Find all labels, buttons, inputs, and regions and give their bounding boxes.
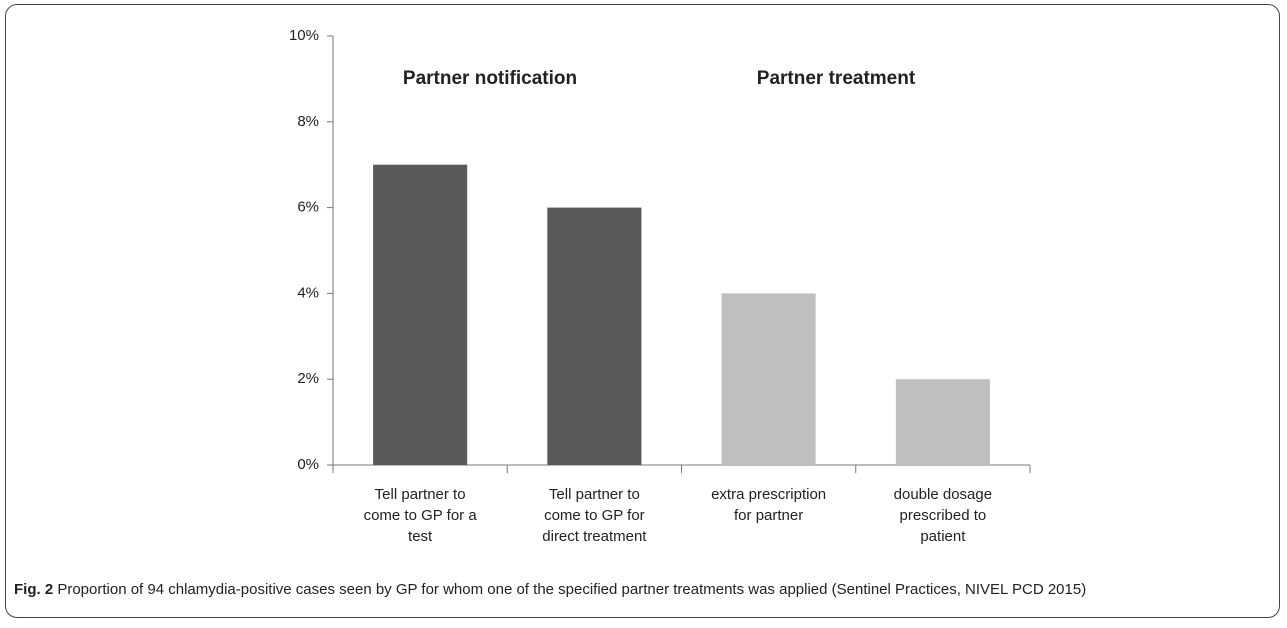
x-tick-label: extra prescription <box>711 486 826 503</box>
x-tick-label: come to GP for a <box>364 507 478 524</box>
caption: Fig. 2 Proportion of 94 chlamydia-positi… <box>14 580 1276 600</box>
bar <box>721 293 816 465</box>
y-tick-label: 10% <box>289 27 319 44</box>
y-tick-label: 4% <box>297 284 319 301</box>
x-tick-label: double dosage <box>894 486 992 503</box>
figure-frame <box>5 4 1280 618</box>
annotation: Partner treatment <box>757 68 916 89</box>
annotation: Partner notification <box>403 68 577 89</box>
bar <box>895 379 990 465</box>
x-tick-label: Tell partner to <box>375 486 466 503</box>
caption-text: Proportion of 94 chlamydia-positive case… <box>57 581 1087 598</box>
x-tick-label: patient <box>920 528 966 545</box>
bar <box>373 164 468 465</box>
x-tick-label: for partner <box>734 507 803 524</box>
bar <box>547 207 642 465</box>
y-tick-label: 6% <box>297 199 319 216</box>
y-tick-label: 8% <box>297 113 319 130</box>
x-tick-label: test <box>408 528 433 545</box>
y-tick-label: 2% <box>297 370 319 387</box>
y-tick-label: 0% <box>297 456 319 473</box>
caption-label: Fig. 2 <box>14 581 54 598</box>
x-tick-label: direct treatment <box>542 528 647 545</box>
x-tick-label: Tell partner to <box>549 486 640 503</box>
x-tick-label: prescribed to <box>900 507 987 524</box>
x-tick-label: come to GP for <box>544 507 645 524</box>
